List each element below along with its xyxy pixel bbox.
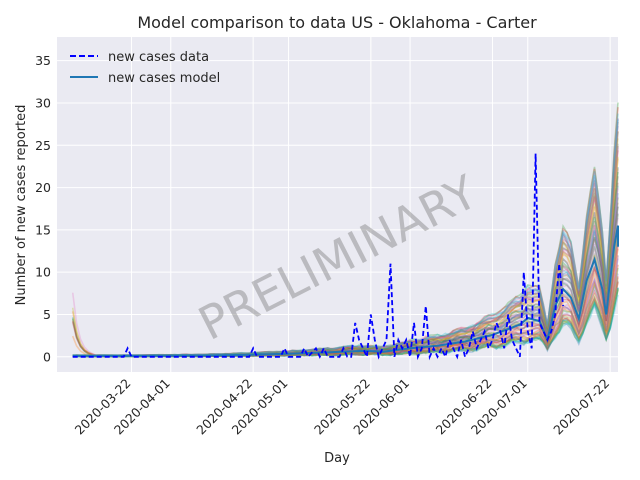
y-tick-label: 30 [35, 95, 51, 110]
series-layer [72, 153, 619, 361]
x-axis-label: Day [324, 451, 350, 466]
y-tick-label: 10 [35, 265, 51, 280]
y-tick-label: 0 [43, 349, 51, 364]
y-tick-label: 20 [35, 180, 51, 195]
y-tick-label: 35 [35, 53, 51, 68]
legend-data-label: new cases data [108, 50, 209, 65]
y-tick-labels: 0 5 10 15 20 25 30 35 [35, 53, 51, 364]
plot-background [57, 37, 618, 372]
grid [57, 37, 618, 372]
data-series-line [72, 153, 564, 361]
chart-title: Model comparison to data US - Oklahoma -… [137, 13, 537, 32]
legend-model-label: new cases model [108, 71, 220, 86]
model-series-line [72, 225, 619, 357]
y-tick-label: 25 [35, 138, 51, 153]
y-tick-label: 15 [35, 222, 51, 237]
y-tick-label: 5 [43, 307, 51, 322]
legend: new cases data new cases model [70, 50, 220, 86]
x-tick-label: 2020-07-22 [550, 376, 612, 438]
y-axis-label: Number of new cases reported [14, 105, 29, 306]
